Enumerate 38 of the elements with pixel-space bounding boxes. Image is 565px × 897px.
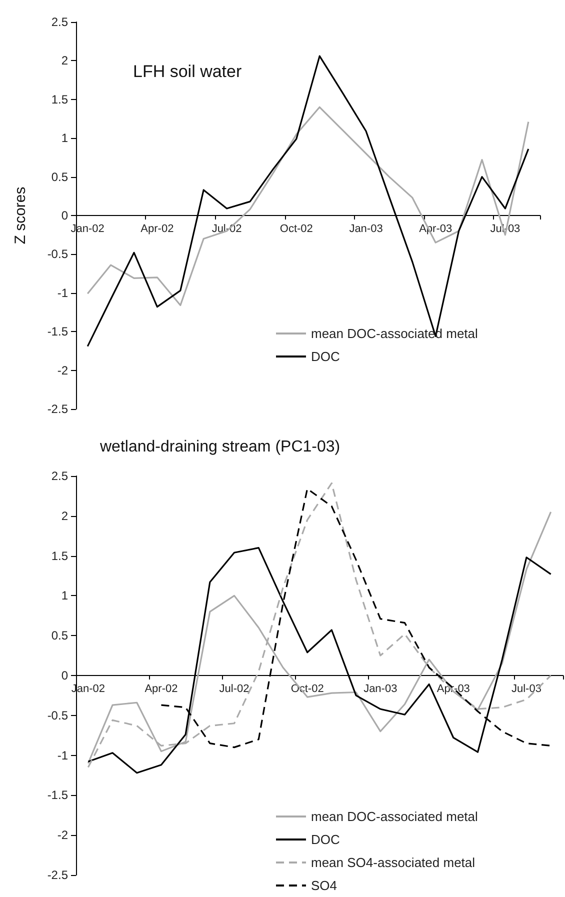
y-axis-title: Z scores [12,186,29,244]
y-tick-label: -0.5 [47,708,68,722]
x-tick-label: Apr-03 [419,223,452,235]
y-tick-label: -1.5 [47,324,68,339]
y-tick-label: 2.5 [51,15,68,29]
y-tick-label: -1 [57,748,68,762]
chart-title: wetland-draining stream (PC1-03) [99,438,340,456]
y-tick-label: -1.5 [47,788,68,802]
legend-label: DOC [311,349,340,364]
y-tick-label: 0.5 [51,628,68,643]
y-tick-label: -0.5 [47,247,68,262]
y-tick-label: -2 [57,363,68,378]
x-tick-label: Jan-03 [364,683,398,695]
legend-label: DOC [311,832,340,847]
legend-label: mean SO4-associated metal [311,855,476,870]
y-tick-label: 1 [61,588,68,603]
y-tick-label: -2.5 [47,402,68,416]
legend-label: mean DOC-associated metal [311,809,478,824]
x-tick-label: Jan-03 [349,223,383,235]
y-tick-label: 1.5 [51,92,68,106]
legend-label: SO4 [311,878,338,893]
x-tick-label: Apr-02 [140,223,174,235]
y-tick-label: 0 [61,668,68,682]
y-tick-label: 2.5 [51,469,68,483]
y-tick-label: 0 [61,208,68,222]
y-tick-label: 1.5 [51,548,68,563]
text: LFH soil water [133,62,242,81]
x-tick-label: Jul-03 [511,683,542,695]
y-tick-label: 2 [61,54,68,68]
y-tick-label: 1 [61,131,68,146]
y-tick-label: -1 [57,286,68,300]
y-tick-label: -2.5 [47,868,68,882]
y-tick-label: 2 [61,508,68,523]
y-tick-label: -2 [57,828,68,842]
x-tick-label: Oct-02 [280,223,313,235]
x-tick-label: Jul-02 [219,683,250,695]
x-tick-label: Apr-02 [144,683,178,695]
y-tick-label: 0.5 [51,170,68,184]
